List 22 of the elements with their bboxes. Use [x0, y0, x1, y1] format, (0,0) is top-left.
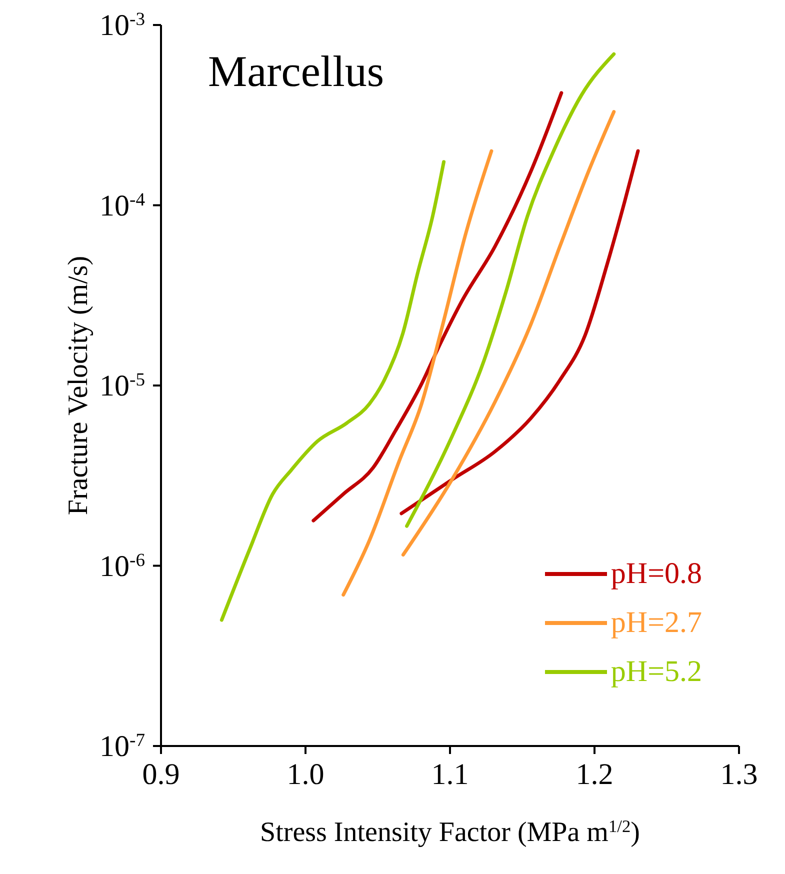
legend-label: pH=0.8	[610, 556, 702, 590]
line-series	[342, 149, 494, 597]
y-tick-label: 10$^{-5}$	[100, 369, 145, 402]
x-tick-label: 1.3	[720, 758, 758, 791]
x-tick-label: 1.1	[431, 758, 469, 791]
y-tick-label: 10$^{-7}$	[100, 730, 145, 763]
y-tick-label: 10$^{-6}$	[100, 549, 145, 583]
legend-label: pH=2.7	[610, 606, 702, 638]
line-series	[400, 149, 640, 516]
x-tick-label: 1.2	[576, 758, 614, 791]
x-tick-label: 1.0	[286, 758, 324, 791]
text: Marcellus	[208, 47, 384, 96]
y-tick-label: 10$^{-4}$	[100, 188, 145, 222]
y-axis-title: Fracture Velocity (m/s)	[63, 256, 94, 516]
legend-label: pH=5.2	[610, 654, 702, 688]
line-series	[405, 52, 616, 528]
x-axis-title: Stress Intensity Factor (MPa m$^{1/2}$)	[260, 816, 640, 848]
x-tick-label: 0.9	[142, 758, 180, 791]
y-tick-label: 10$^{-3}$	[100, 8, 145, 42]
line-series	[312, 91, 564, 522]
line-series	[220, 160, 446, 622]
line-series	[401, 110, 616, 557]
